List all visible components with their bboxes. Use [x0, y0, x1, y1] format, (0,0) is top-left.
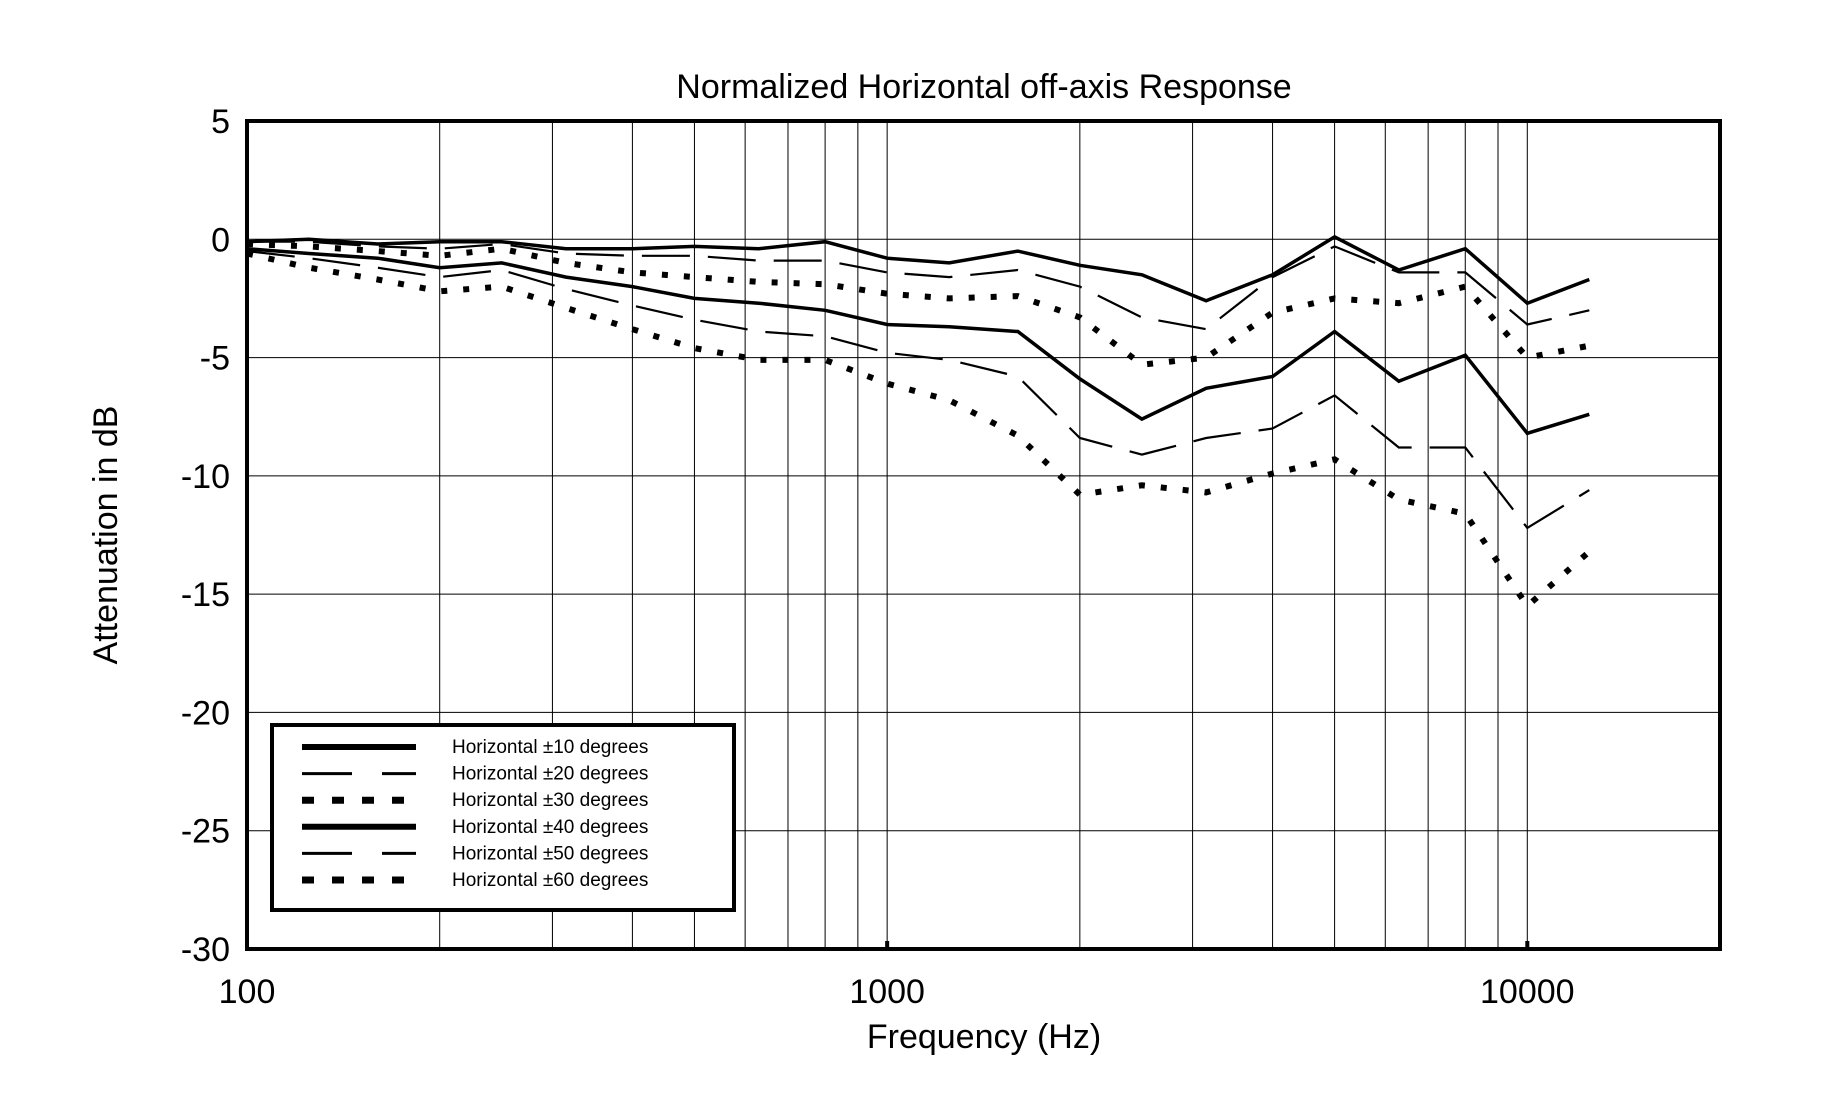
y-tick-label: -20 — [181, 694, 230, 732]
series-line-4 — [246, 246, 1590, 436]
grid — [247, 121, 1720, 949]
legend-label-5: Horizontal ±50 degrees — [452, 843, 648, 864]
legend-label-3: Horizontal ±30 degrees — [452, 790, 648, 811]
y-tick-label: -15 — [181, 576, 230, 614]
y-tick-label: -10 — [181, 458, 230, 496]
tick-labels: 5 0 -5 -10 -15 -20 -25 -30 100 1000 10000 — [181, 103, 1575, 1011]
legend: Horizontal ±10 degrees Horizontal ±20 deg… — [270, 723, 736, 912]
series-group — [246, 234, 1592, 611]
series-line-2 — [247, 240, 1590, 331]
legend-label-6: Horizontal ±60 degrees — [452, 870, 648, 891]
series-line-1 — [246, 234, 1590, 306]
x-tick-label: 1000 — [849, 973, 925, 1011]
x-tick-label: 100 — [219, 973, 276, 1011]
series-line-5 — [246, 250, 1590, 530]
series-line-6 — [246, 250, 1592, 611]
y-tick-label: -5 — [200, 340, 230, 378]
legend-label-4: Horizontal ±40 degrees — [452, 817, 648, 838]
x-tick-label: 10000 — [1480, 973, 1575, 1011]
y-tick-label: -30 — [181, 931, 230, 969]
chart-title: Normalized Horizontal off-axis Response — [676, 68, 1291, 106]
x-axis-label: Frequency (Hz) — [867, 1018, 1101, 1056]
legend-label-2: Horizontal ±20 degrees — [452, 764, 648, 785]
y-tick-label: -25 — [181, 813, 230, 851]
y-tick-label: 0 — [211, 221, 230, 259]
y-tick-label: 5 — [211, 103, 230, 141]
legend-box — [270, 723, 736, 912]
series-line-3 — [246, 241, 1590, 368]
legend-label-1: Horizontal ±10 degrees — [452, 737, 648, 758]
plot-frame — [245, 119, 1722, 951]
y-axis-label: Attenuation in dB — [87, 406, 125, 665]
